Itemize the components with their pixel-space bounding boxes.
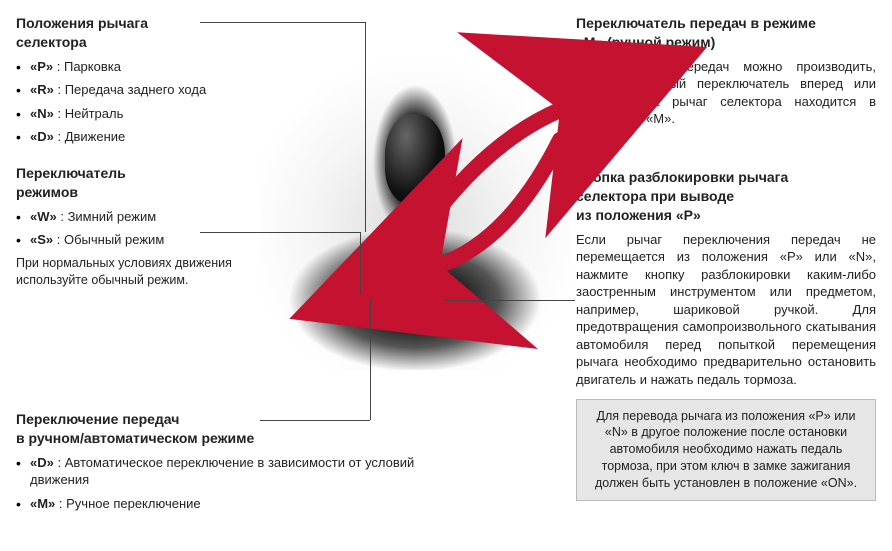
heading-line2: в ручном/автоматическом режиме (16, 430, 254, 446)
leader-line (360, 232, 361, 294)
key-r: «R» (30, 82, 54, 97)
unlock-section: Кнопка разблокировки рычага селектора пр… (576, 168, 876, 501)
heading-line1: Положения рычага (16, 15, 148, 31)
unlock-body: Если рычаг переключения передач не перем… (576, 231, 876, 389)
manual-auto-section: Переключение передач в ручном/автоматиче… (16, 410, 426, 518)
modes-heading: Переключатель режимов (16, 164, 266, 202)
m-shifter-section: Переключатель передач в режиме «M» (ручн… (576, 14, 876, 128)
selector-list: «P» : Парковка «R» : Передача заднего хо… (16, 58, 266, 146)
m-shifter-heading: Переключатель передач в режиме «M» (ручн… (576, 14, 876, 52)
modes-note: При нормальных условиях движения использ… (16, 255, 266, 289)
heading-line1: Переключение передач (16, 411, 179, 427)
heading-line2: селектора при выводе (576, 188, 734, 204)
heading-line1: Переключатель (16, 165, 126, 181)
desc: : Передача заднего хода (54, 82, 206, 97)
desc: : Зимний режим (57, 209, 156, 224)
m-shifter-body: Переключение передач можно производить, … (576, 58, 876, 128)
heading-line2: «M» (ручной режим) (576, 34, 715, 50)
leader-line (260, 420, 370, 421)
key-m: «M» (30, 496, 55, 511)
leader-line (200, 232, 360, 233)
leader-line (365, 22, 366, 232)
selector-positions-section: Положения рычага селектора «P» : Парковк… (16, 14, 266, 289)
desc: : Ручное переключение (55, 496, 200, 511)
heading-line1: Переключатель передач в режиме (576, 15, 816, 31)
motion-arrows-icon (410, 90, 580, 280)
right-column: Переключатель передач в режиме «M» (ручн… (576, 14, 876, 501)
list-item: «D» : Автоматическое переключение в зави… (16, 454, 426, 489)
desc: : Автоматическое переключение в зависимо… (30, 455, 414, 488)
list-item: «M» : Ручное переключение (16, 495, 426, 513)
leader-line (445, 300, 446, 301)
desc: : Нейтраль (54, 106, 124, 121)
key-w: «W» (30, 209, 57, 224)
heading-line1: Кнопка разблокировки рычага (576, 169, 788, 185)
leader-line (370, 300, 371, 420)
leader-line (445, 300, 575, 301)
desc: : Парковка (53, 59, 121, 74)
heading-line2: селектора (16, 34, 87, 50)
manual-auto-list: «D» : Автоматическое переключение в зави… (16, 454, 426, 513)
key-p: «P» (30, 59, 53, 74)
desc: : Обычный режим (53, 232, 164, 247)
heading-line2: режимов (16, 184, 78, 200)
callout-note: Для перевода рычага из положения «P» или… (576, 399, 876, 501)
list-item: «N» : Нейтраль (16, 105, 266, 123)
key-d2: «D» (30, 455, 54, 470)
manual-auto-heading: Переключение передач в ручном/автоматиче… (16, 410, 426, 448)
selector-heading: Положения рычага селектора (16, 14, 266, 52)
mode-switch-section: Переключатель режимов «W» : Зимний режим… (16, 164, 266, 289)
list-item: «R» : Передача заднего хода (16, 81, 266, 99)
gear-lever-photo (260, 50, 570, 370)
key-d: «D» (30, 129, 54, 144)
unlock-heading: Кнопка разблокировки рычага селектора пр… (576, 168, 876, 225)
list-item: «D» : Движение (16, 128, 266, 146)
key-n: «N» (30, 106, 54, 121)
list-item: «P» : Парковка (16, 58, 266, 76)
key-s: «S» (30, 232, 53, 247)
leader-line (200, 22, 365, 23)
modes-list: «W» : Зимний режим «S» : Обычный режим (16, 208, 266, 249)
list-item: «S» : Обычный режим (16, 231, 266, 249)
desc: : Движение (54, 129, 125, 144)
heading-line3: из положения «P» (576, 207, 701, 223)
list-item: «W» : Зимний режим (16, 208, 266, 226)
